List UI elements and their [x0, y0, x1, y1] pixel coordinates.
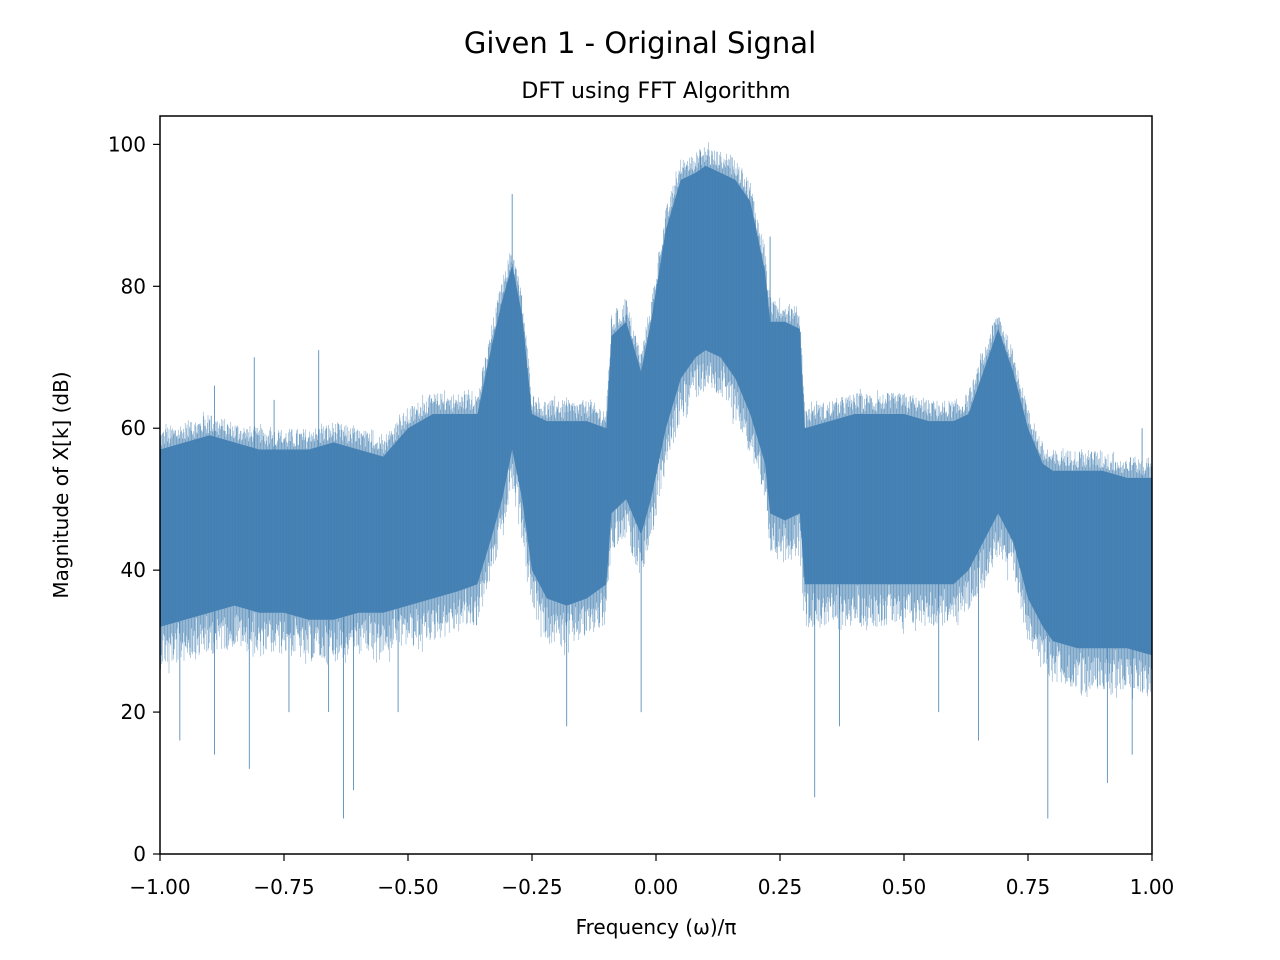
- x-axis-label: Frequency (ω)/π: [576, 915, 737, 939]
- y-tick-label: 20: [121, 700, 146, 724]
- x-tick-label: −0.75: [253, 875, 314, 899]
- y-tick-label: 100: [108, 132, 146, 156]
- series-layer: [159, 142, 1153, 819]
- y-tick-label: 0: [133, 842, 146, 866]
- y-axis-ticks: 0 20 40 60 80 100: [108, 132, 160, 866]
- y-tick-label: 80: [121, 274, 146, 298]
- y-tick-label: 40: [121, 558, 146, 582]
- y-axis-label: Magnitude of X[k] (dB): [49, 371, 73, 598]
- x-tick-label: 0.00: [634, 875, 679, 899]
- x-axis-ticks: −1.00 −0.75 −0.50 −0.25 0.00 0.25 0.50 0.75 1.00: [129, 854, 1174, 899]
- x-tick-label: 1.00: [1130, 875, 1175, 899]
- plot-area: [159, 115, 1153, 855]
- x-tick-label: 0.50: [882, 875, 927, 899]
- x-tick-label: −1.00: [129, 875, 190, 899]
- y-tick-label: 60: [121, 416, 146, 440]
- x-tick-label: 0.75: [1006, 875, 1051, 899]
- x-tick-label: 0.25: [758, 875, 803, 899]
- x-tick-label: −0.25: [501, 875, 562, 899]
- x-tick-label: −0.50: [377, 875, 438, 899]
- chart-title: DFT using FFT Algorithm: [521, 79, 790, 104]
- figure-suptitle: Given 1 - Original Signal: [464, 26, 816, 60]
